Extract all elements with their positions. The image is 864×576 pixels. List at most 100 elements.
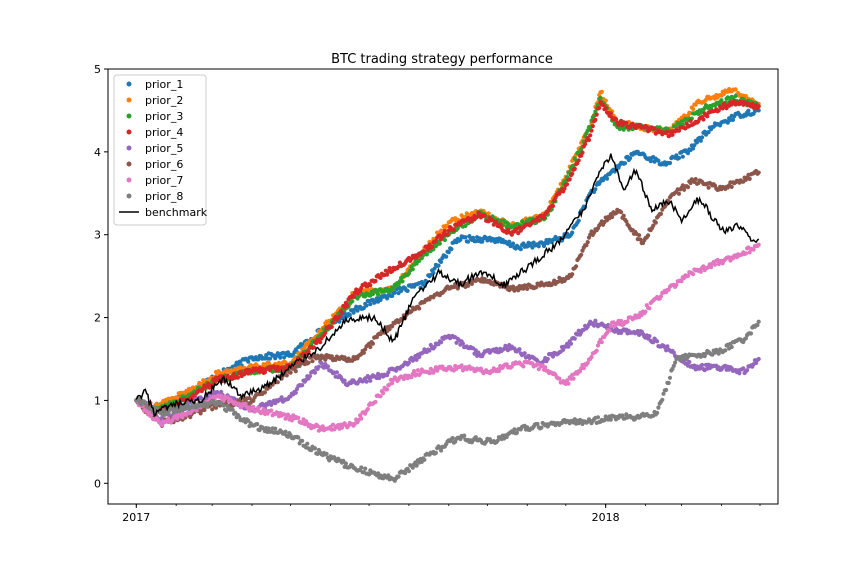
prior_8-point	[664, 387, 669, 393]
prior_8-point	[266, 426, 271, 431]
prior_5-point	[700, 362, 705, 368]
prior_5-point	[566, 344, 571, 349]
prior_7-point	[756, 242, 761, 247]
legend: prior_1 prior_2 prior_3 prior_4 prior_5prior…	[113, 74, 208, 226]
prior_5-point	[572, 336, 577, 341]
prior_7-point	[585, 360, 590, 365]
prior_7-point	[509, 364, 514, 369]
prior_7-point	[409, 375, 414, 380]
legend-label: prior_4	[145, 126, 183, 139]
prior_1-point	[518, 247, 523, 252]
prior_5-point	[293, 390, 298, 395]
prior_3-point	[463, 223, 468, 228]
prior_4-point	[613, 117, 619, 122]
prior_8-point	[414, 463, 419, 468]
prior_7-point	[589, 354, 594, 360]
prior_4-point	[750, 101, 755, 107]
prior_8-point	[396, 474, 401, 479]
prior_7-point	[381, 391, 386, 396]
prior_4-point	[323, 330, 328, 335]
prior_7-point	[698, 269, 703, 274]
prior_4-point	[231, 372, 237, 377]
prior_6-point	[466, 283, 471, 288]
prior_4-point	[593, 117, 598, 122]
prior_6-point	[610, 214, 615, 220]
series-prior_7	[134, 242, 761, 433]
legend-dot-marker	[126, 97, 132, 103]
prior_7-point	[743, 251, 749, 256]
prior_4-point	[583, 142, 588, 147]
prior_5-point	[334, 370, 339, 375]
prior_3-point	[400, 279, 405, 284]
prior_8-point	[230, 407, 235, 412]
prior_4-point	[311, 345, 316, 350]
y-tick-label: 0	[94, 477, 101, 490]
x-tick-label: 2017	[122, 511, 150, 524]
prior_4-point	[337, 314, 342, 319]
prior_4-point	[541, 215, 547, 220]
prior_7-point	[643, 309, 648, 314]
prior_4-point	[442, 228, 447, 234]
prior_1-point	[706, 130, 711, 135]
prior_1-point	[449, 247, 454, 252]
prior_4-point	[351, 294, 356, 299]
y-tick-label: 4	[94, 146, 101, 159]
prior_4-point	[597, 105, 602, 111]
prior_1-point	[368, 302, 373, 307]
prior_4-point	[589, 128, 594, 133]
prior_4-point	[445, 232, 450, 237]
prior_8-point	[255, 422, 260, 427]
prior_7-point	[159, 423, 165, 428]
prior_7-point	[581, 366, 586, 371]
legend-item-prior_7: prior_7	[126, 174, 183, 187]
prior_7-point	[401, 376, 406, 382]
prior_3-point	[350, 299, 355, 304]
prior_6-point	[390, 324, 395, 329]
legend-dot-marker	[126, 113, 132, 119]
prior_8-point	[300, 438, 305, 443]
legend-item-prior_2: prior_2	[126, 94, 183, 107]
prior_4-point	[565, 182, 570, 187]
legend-label: prior_6	[145, 158, 183, 171]
prior_8-point	[576, 421, 581, 426]
prior_7-point	[571, 376, 576, 381]
prior_5-point	[439, 340, 444, 345]
prior_8-point	[620, 413, 625, 418]
prior_7-point	[608, 323, 613, 328]
prior_1-point	[667, 160, 673, 166]
prior_5-point	[671, 350, 676, 355]
legend-label: benchmark	[145, 206, 208, 219]
prior_5-point	[279, 395, 284, 400]
prior_4-point	[601, 102, 606, 107]
prior_6-point	[275, 380, 280, 385]
prior_8-point	[743, 336, 749, 341]
prior_3-point	[376, 292, 381, 297]
prior_1-point	[439, 259, 444, 264]
prior_6-point	[676, 191, 682, 196]
prior_8-point	[462, 433, 467, 438]
prior_1-point	[436, 263, 441, 268]
prior_5-point	[432, 344, 437, 350]
prior_1-point	[691, 146, 696, 151]
prior_7-point	[219, 393, 224, 398]
prior_6-point	[693, 177, 698, 182]
prior_4-point	[562, 186, 567, 191]
prior_7-point	[685, 273, 691, 278]
prior_4-point	[458, 222, 463, 227]
prior_4-point	[705, 114, 710, 119]
prior_7-point	[359, 416, 364, 421]
prior_6-point	[658, 211, 664, 216]
prior_4-point	[329, 324, 334, 329]
prior_6-point	[685, 185, 691, 190]
legend-label: prior_8	[145, 190, 183, 203]
prior_8-point	[539, 425, 544, 430]
prior_7-point	[595, 343, 601, 348]
prior_5-point	[741, 366, 746, 371]
prior_4-point	[433, 239, 438, 244]
x-tick-label: 2018	[592, 511, 620, 524]
prior_8-point	[655, 410, 660, 415]
prior_5-point	[561, 347, 566, 352]
prior_7-point	[412, 369, 417, 374]
prior_8-point	[450, 436, 455, 441]
prior_8-point	[161, 407, 166, 413]
